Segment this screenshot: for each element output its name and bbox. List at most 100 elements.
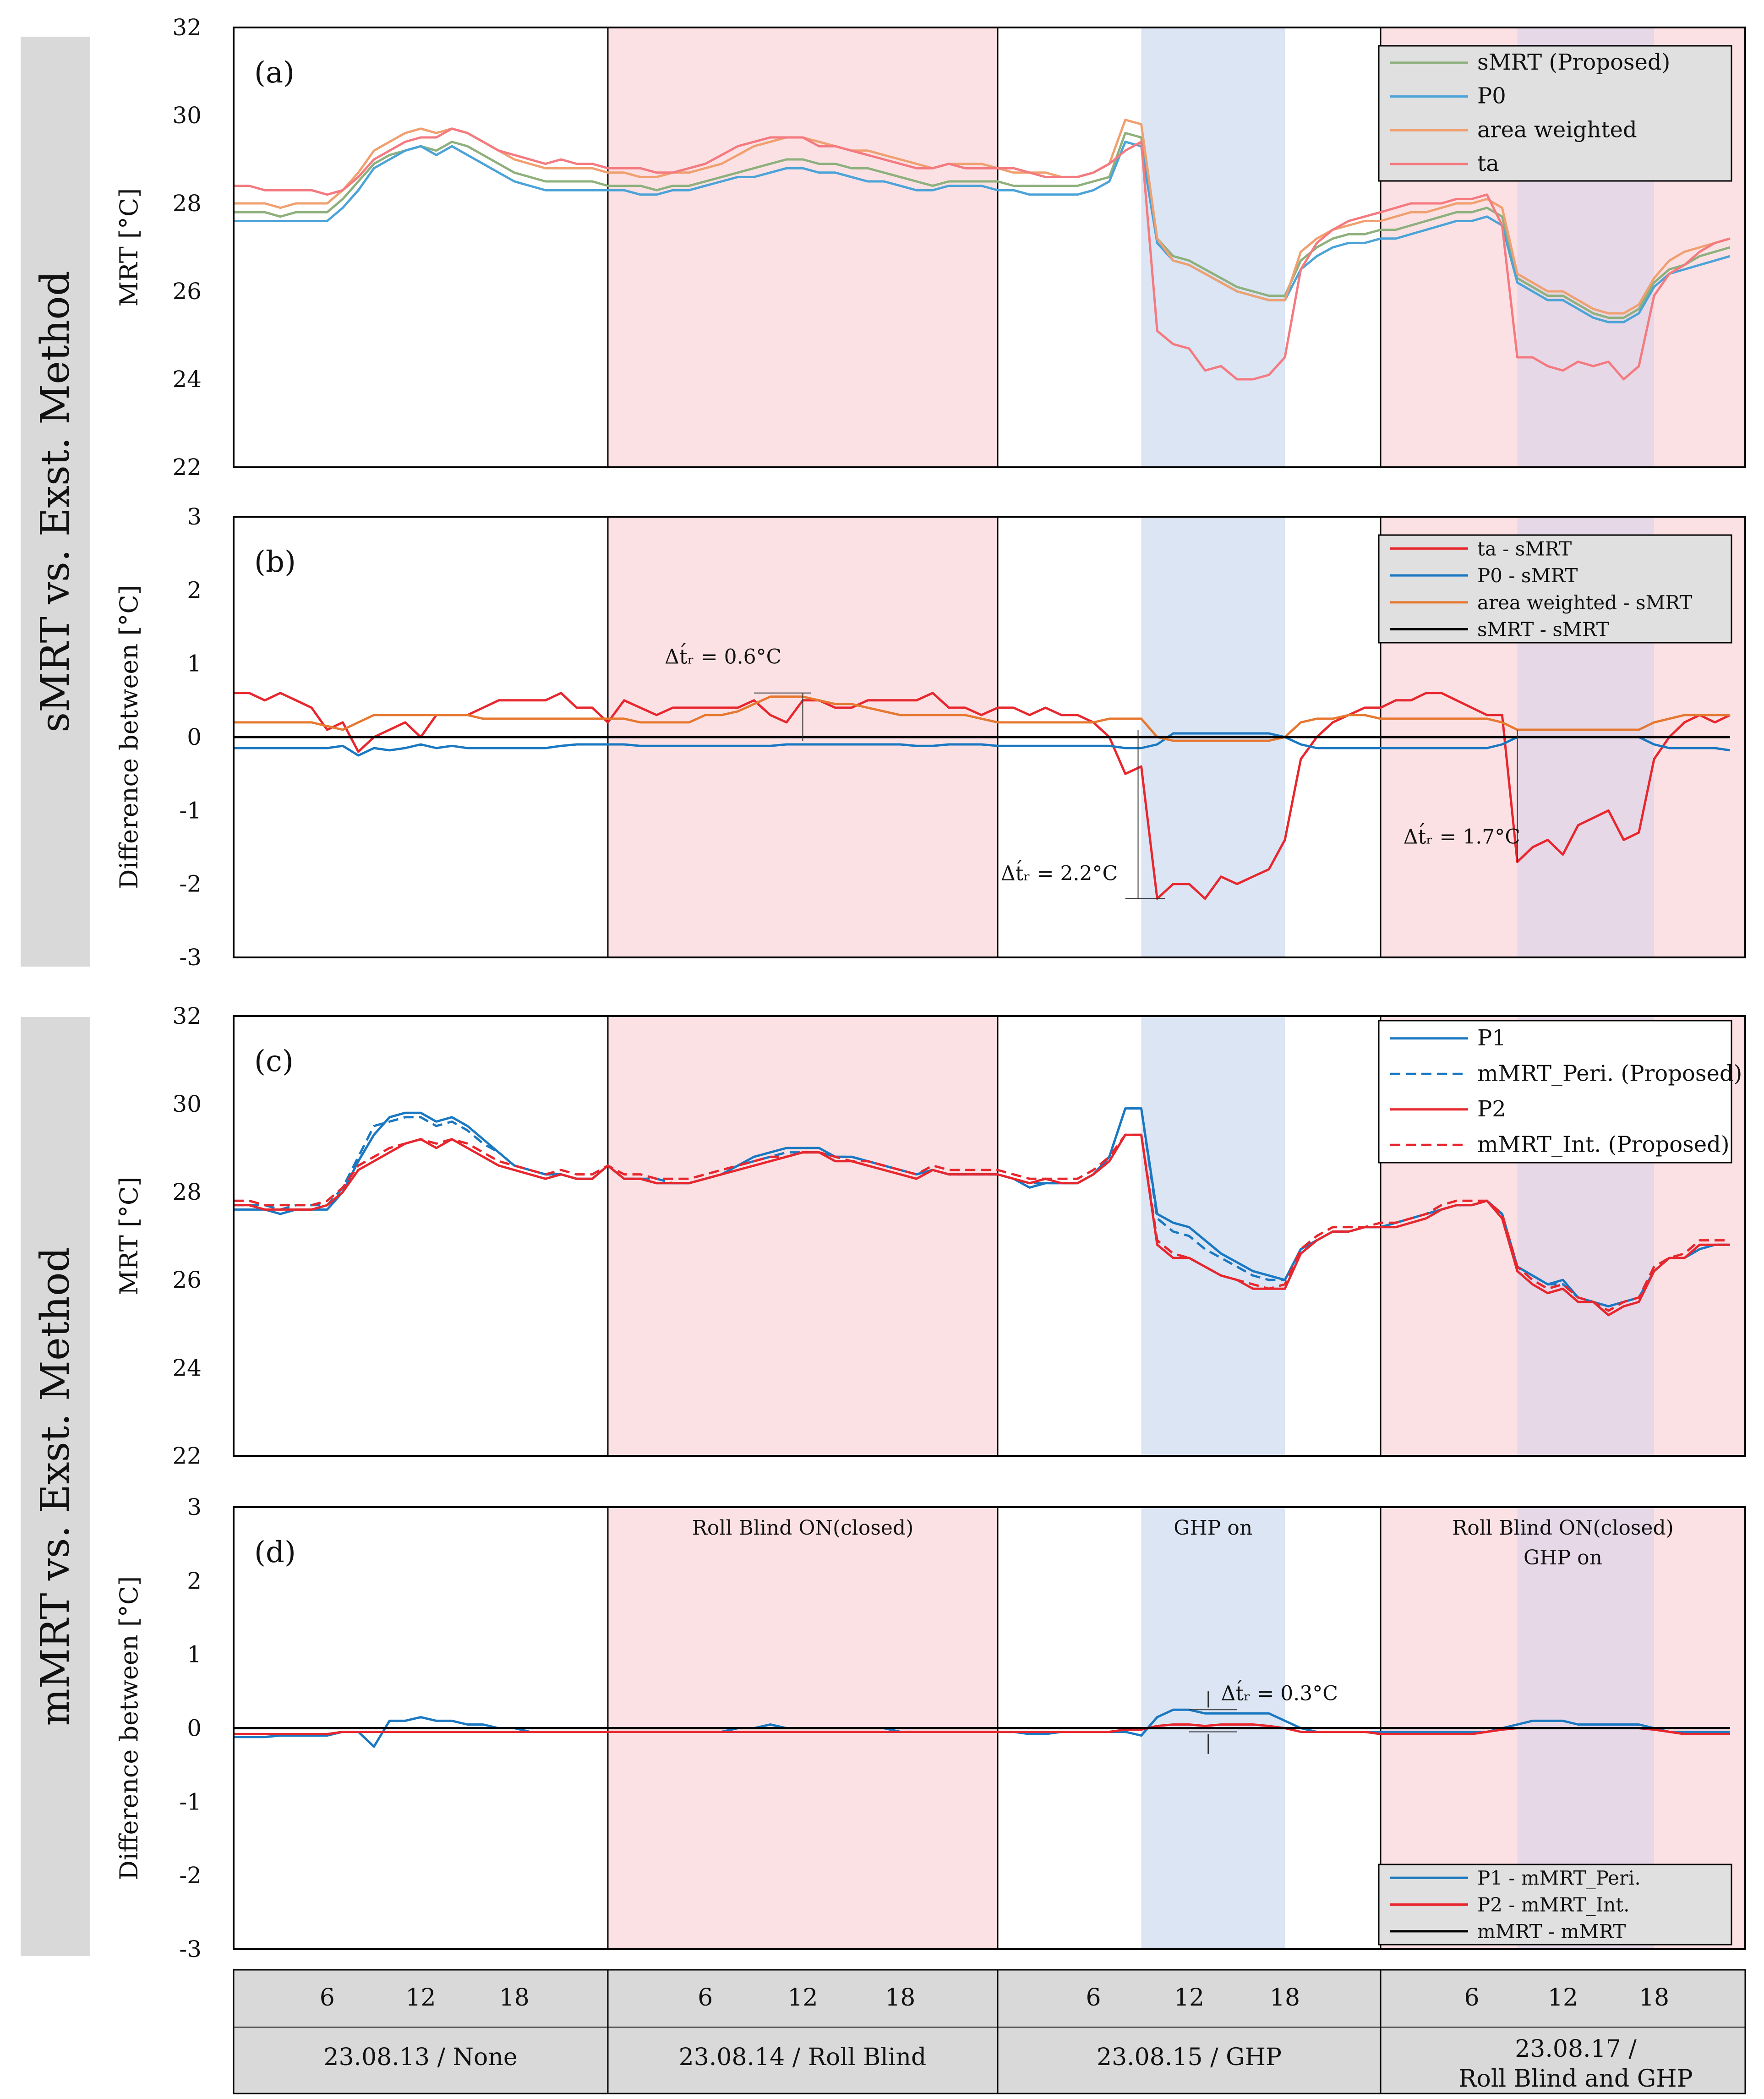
x-tick-label: 18 <box>1270 1984 1300 2012</box>
y-tick-label: 3 <box>187 1494 202 1520</box>
y-tick-label: -1 <box>179 797 202 824</box>
y-axis-label: MRT [°C] <box>115 1177 143 1295</box>
legend-entry: mMRT - mMRT <box>1477 1920 1626 1943</box>
annotation-text: Δt́ᵣ = 0.6°C <box>665 642 781 669</box>
legend-entry: P1 - mMRT_Peri. <box>1477 1867 1641 1889</box>
roll-blind-period <box>608 1016 998 1456</box>
y-tick-label: 24 <box>172 1355 202 1381</box>
day-label-4-line1: 23.08.17 / <box>1515 2035 1637 2063</box>
y-tick-label: -2 <box>179 1862 202 1889</box>
y-tick-label: 3 <box>187 503 202 530</box>
panel-label: (b) <box>254 545 296 579</box>
x-axis-band <box>233 1969 1746 2094</box>
panel-d: -3 -2 -1 0 1 2 3 Difference between [°C] (d) P1 -… <box>115 1494 1746 1962</box>
side-label-top: sMRT vs. Exst. Method <box>33 271 78 732</box>
series-p0 <box>234 141 1731 323</box>
y-tick-label: -3 <box>179 944 202 971</box>
phase-label-both-line2: GHP on <box>1524 1546 1602 1569</box>
day-label-3: 23.08.15 / GHP <box>1097 2044 1282 2071</box>
y-tick-label: 26 <box>172 1267 202 1293</box>
legend-entry: area weighted <box>1477 117 1637 142</box>
y-tick-label: 30 <box>172 1091 202 1117</box>
legend-entry: P2 - mMRT_Int. <box>1477 1894 1629 1916</box>
series-smrt-proposed- <box>234 131 1731 319</box>
x-tick-label: 12 <box>787 1984 818 2012</box>
y-axis-label: MRT [°C] <box>115 188 143 307</box>
side-band-bottom <box>21 1017 90 1956</box>
series-p0-smrt <box>234 732 1731 757</box>
y-tick-label: 22 <box>172 1443 202 1469</box>
panel-b: -3 -2 -1 0 1 2 3 Difference between [°C] (b) ta -… <box>115 503 1746 971</box>
y-tick-label: 32 <box>172 14 202 41</box>
plot-frame <box>233 27 1746 468</box>
side-label-bottom: mMRT vs. Exst. Method <box>33 1247 78 1726</box>
series-mmrt-int-proposed- <box>234 1133 1730 1312</box>
panel-c: 22 24 26 28 30 32 MRT [°C] (c) P1 mMRT_Peri. (Pro… <box>115 1003 1746 1469</box>
y-tick-label: 32 <box>172 1003 202 1029</box>
x-tick-label: 12 <box>1548 1984 1578 2012</box>
legend-entry: ta - sMRT <box>1477 537 1572 560</box>
side-band-top <box>21 37 90 967</box>
x-tick-label: 6 <box>320 1984 335 2012</box>
y-tick-label: 2 <box>187 1568 202 1594</box>
panel-label: (d) <box>254 1536 296 1569</box>
series-ta <box>234 127 1731 381</box>
legend-entry: sMRT (Proposed) <box>1477 49 1670 75</box>
plot-frame <box>233 516 1746 958</box>
phase-label-roll-blind: Roll Blind ON(closed) <box>692 1516 914 1540</box>
phase-label-both-line1: Roll Blind ON(closed) <box>1452 1516 1674 1540</box>
plot-frame <box>233 1015 1746 1457</box>
y-tick-label: 26 <box>172 278 202 305</box>
legend-entry: P2 <box>1477 1096 1506 1122</box>
x-tick-label: 18 <box>499 1984 530 2012</box>
y-tick-label: -1 <box>179 1788 202 1815</box>
y-axis-label: Difference between [°C] <box>115 585 143 889</box>
ghp-period <box>1141 1016 1285 1456</box>
x-tick-label: 18 <box>1639 1984 1669 2012</box>
legend-entry: sMRT - sMRT <box>1477 618 1609 641</box>
day-label-1: 23.08.13 / None <box>323 2044 517 2071</box>
y-axis-label: Difference between [°C] <box>115 1576 143 1880</box>
y-tick-label: 28 <box>172 190 202 217</box>
series-p2 <box>234 1133 1730 1317</box>
legend-entry: area weighted - sMRT <box>1477 591 1693 614</box>
x-tick-label: 6 <box>1086 1984 1101 2012</box>
series-ta-smrt <box>234 692 1731 900</box>
legend-box <box>1378 1020 1732 1164</box>
phase-label-ghp: GHP on <box>1174 1516 1252 1540</box>
legend-entry: P0 - sMRT <box>1477 564 1578 587</box>
legend-box <box>1378 534 1732 644</box>
y-tick-label: 30 <box>172 102 202 129</box>
legend-entry: mMRT_Int. (Proposed) <box>1477 1131 1730 1157</box>
annotation-text: Δt́ᵣ = 1.7°C <box>1404 822 1520 849</box>
legend-box <box>1378 45 1732 182</box>
day-label-4-line2: Roll Blind and GHP <box>1458 2065 1693 2093</box>
annotation-text: Δt́ᵣ = 2.2°C <box>1001 859 1118 886</box>
y-tick-label: 2 <box>187 577 202 603</box>
y-tick-label: 24 <box>172 366 202 393</box>
y-tick-label: -2 <box>179 871 202 897</box>
legend-entry: P0 <box>1477 83 1506 109</box>
x-tick-label: 12 <box>1174 1984 1204 2012</box>
panel-label: (c) <box>254 1044 294 1078</box>
panel-label: (a) <box>254 56 295 90</box>
y-tick-label: 0 <box>187 1715 202 1742</box>
roll-blind-period <box>608 27 998 467</box>
y-tick-label: 0 <box>187 724 202 750</box>
x-tick-label: 18 <box>885 1984 915 2012</box>
x-tick-label: 12 <box>405 1984 436 2012</box>
legend-entry: mMRT_Peri. (Proposed) <box>1477 1060 1742 1086</box>
legend-entry: P1 <box>1477 1025 1506 1051</box>
y-tick-label: 1 <box>187 1641 202 1668</box>
series-area-weighted-smrt <box>234 695 1730 742</box>
y-tick-label: 28 <box>172 1179 202 1205</box>
annotation-text: Δt́ᵣ = 0.3°C <box>1221 1679 1338 1705</box>
plot-frame <box>233 1506 1746 1950</box>
day-label-2: 23.08.14 / Roll Blind <box>679 2044 927 2071</box>
y-tick-label: 1 <box>187 650 202 677</box>
x-tick-label: 6 <box>698 1984 713 2012</box>
series-p2-mmrt-int- <box>234 1723 1730 1735</box>
panel-a: 22 24 26 28 30 32 MRT [°C] (a) sMRT (Proposed) P0… <box>115 14 1746 481</box>
x-tick-label: 6 <box>1464 1984 1479 2012</box>
